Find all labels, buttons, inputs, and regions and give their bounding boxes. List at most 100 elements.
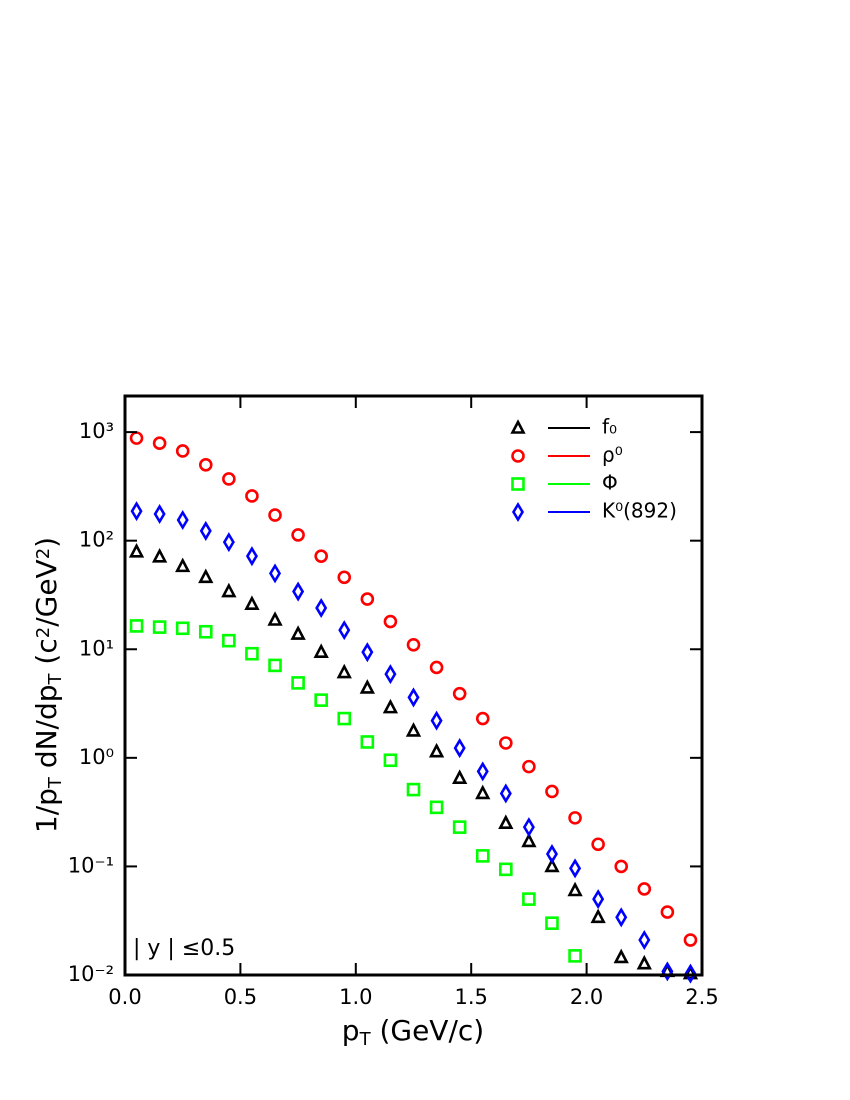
point [475, 849, 490, 863]
point [315, 597, 328, 619]
point [245, 546, 258, 567]
point [683, 933, 698, 947]
x-tick-label: 1.0 [339, 985, 372, 1009]
point [151, 548, 168, 563]
y-axis-label-part: T [45, 672, 66, 685]
point [337, 711, 352, 726]
legend-marker [510, 419, 526, 434]
point [383, 753, 398, 768]
point [130, 501, 143, 522]
y-tick-label: 10⁻² [68, 962, 114, 986]
plot-frame [123, 394, 704, 977]
point [452, 820, 467, 834]
y-tick-label: 10¹ [79, 636, 114, 660]
point [338, 620, 351, 641]
point [407, 687, 420, 708]
point [314, 693, 328, 707]
point [269, 563, 282, 584]
point [268, 508, 282, 522]
point [245, 489, 259, 503]
legend-marker [511, 477, 525, 491]
point [522, 817, 535, 838]
point [592, 889, 605, 910]
point [337, 570, 352, 585]
x-axis-label-part: T [359, 1029, 372, 1050]
y-axis-label-part: (c [30, 638, 63, 673]
point [660, 905, 675, 919]
point [591, 837, 605, 852]
point [291, 528, 305, 542]
y-tick-label: 10⁰ [79, 745, 114, 769]
x-tick-label: 2.0 [570, 985, 603, 1009]
point [198, 568, 214, 584]
point [406, 637, 421, 652]
point [221, 582, 237, 598]
x-axis-label-part: p [342, 1014, 360, 1047]
point [222, 532, 235, 553]
point [544, 857, 560, 873]
point [360, 735, 375, 749]
point [313, 643, 329, 658]
point [152, 620, 167, 634]
y-axis-label-part: 2 [33, 548, 54, 559]
x-axis-label-part: (GeV/c) [371, 1014, 485, 1047]
point [521, 832, 537, 848]
point [545, 784, 559, 799]
point [475, 784, 491, 800]
point [499, 736, 513, 750]
point [128, 542, 145, 558]
point [569, 858, 582, 879]
point [452, 686, 467, 701]
point [384, 664, 397, 685]
point [475, 711, 490, 726]
point [292, 581, 305, 602]
point [429, 660, 444, 675]
point [382, 698, 399, 714]
point [291, 676, 305, 690]
x-axis-label: pT (GeV/c) [342, 1014, 484, 1050]
x-tick-label: 2.5 [685, 985, 718, 1009]
point [499, 862, 513, 877]
point [222, 633, 236, 648]
point [637, 882, 652, 896]
y-tick-label: 10² [79, 528, 114, 552]
plot-marks [128, 431, 699, 984]
y-axis-label-part: 1/p [30, 788, 63, 833]
point [175, 557, 191, 573]
point [545, 916, 559, 930]
point [176, 509, 189, 531]
point [314, 549, 328, 563]
point [152, 436, 167, 451]
legend-label: Φ [602, 471, 618, 495]
point [452, 769, 468, 784]
point [545, 844, 558, 865]
point [476, 761, 489, 782]
point [684, 963, 697, 984]
point [522, 759, 536, 774]
point [429, 800, 444, 815]
point [453, 738, 466, 759]
point [428, 742, 445, 758]
legend-label: f₀ [602, 415, 617, 439]
y-tick-label: 10³ [79, 419, 114, 443]
point [175, 444, 190, 458]
point [590, 908, 606, 924]
point [568, 949, 582, 963]
y-tick-label: 10⁻¹ [68, 853, 114, 877]
y-axis-label-part: 2 [33, 627, 54, 638]
legend-marker [511, 501, 525, 523]
point [199, 520, 212, 541]
point [175, 621, 190, 636]
point [222, 472, 236, 486]
point [405, 722, 422, 737]
y-axis-label-part: T [45, 776, 66, 789]
legend-label: K⁰(892) [602, 499, 677, 523]
y-axis-label: 1/pT dN/dpT (c2/GeV2) [30, 537, 66, 833]
point [498, 814, 514, 830]
point [129, 619, 144, 633]
x-tick-label: 0.5 [224, 985, 257, 1009]
y-axis-label-part: /GeV [30, 559, 63, 627]
point [198, 624, 213, 639]
